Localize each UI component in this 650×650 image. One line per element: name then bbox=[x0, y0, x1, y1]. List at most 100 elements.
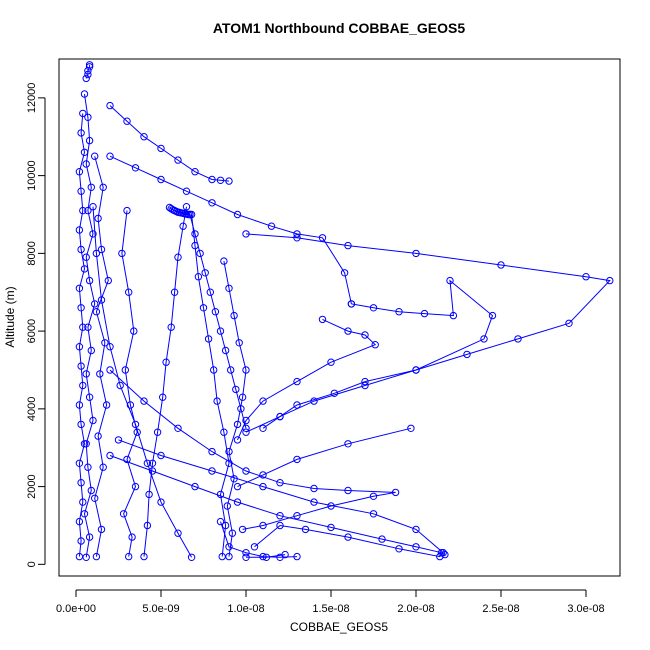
data-point bbox=[75, 343, 84, 351]
data-point bbox=[412, 249, 420, 258]
data-point bbox=[344, 241, 352, 250]
x-tick-label: 2.5e-08 bbox=[482, 603, 519, 615]
data-point bbox=[91, 494, 99, 502]
data-point bbox=[157, 451, 165, 460]
data-point bbox=[77, 129, 85, 137]
series-17 bbox=[114, 436, 447, 561]
data-point bbox=[116, 381, 124, 390]
data-point bbox=[204, 335, 213, 343]
data-point bbox=[114, 436, 123, 444]
data-point bbox=[179, 222, 187, 230]
data-point bbox=[87, 486, 96, 495]
x-tick-label: 1.5e-08 bbox=[312, 603, 349, 615]
data-point bbox=[157, 144, 165, 153]
data-point bbox=[84, 113, 92, 122]
data-point bbox=[225, 447, 233, 456]
data-point bbox=[301, 525, 310, 534]
data-point bbox=[235, 339, 243, 347]
data-point bbox=[194, 273, 203, 281]
data-point bbox=[208, 175, 216, 184]
series-line bbox=[109, 105, 230, 182]
data-point bbox=[182, 203, 191, 211]
data-point bbox=[371, 341, 379, 349]
data-point bbox=[125, 288, 133, 296]
series-line bbox=[109, 155, 352, 305]
chart-title: ATOM1 Northbound COBBAE_GEOS5 bbox=[213, 20, 465, 36]
series-line bbox=[223, 261, 247, 557]
data-point bbox=[412, 543, 420, 551]
data-point bbox=[225, 543, 233, 551]
data-point bbox=[210, 366, 218, 374]
data-point bbox=[82, 160, 90, 168]
data-point bbox=[77, 245, 85, 254]
data-point bbox=[104, 276, 113, 285]
y-axis-label: Altitude (m) bbox=[3, 286, 17, 347]
data-point bbox=[216, 327, 225, 335]
data-point bbox=[259, 552, 267, 561]
data-point bbox=[213, 397, 221, 405]
data-point bbox=[233, 436, 242, 444]
data-point bbox=[99, 463, 107, 471]
data-point bbox=[106, 343, 114, 351]
data-point bbox=[310, 397, 318, 405]
data-point bbox=[293, 377, 301, 386]
data-point bbox=[92, 308, 101, 316]
data-point bbox=[497, 261, 505, 269]
data-point bbox=[80, 90, 89, 98]
series-line bbox=[109, 369, 396, 530]
data-point bbox=[395, 545, 403, 553]
data-point bbox=[446, 276, 454, 285]
data-point bbox=[143, 459, 152, 467]
data-point bbox=[276, 412, 284, 421]
data-point bbox=[233, 210, 242, 219]
data-point bbox=[91, 300, 99, 308]
data-point bbox=[276, 479, 284, 487]
data-point bbox=[126, 401, 135, 409]
series-21 bbox=[233, 424, 415, 491]
data-point bbox=[221, 521, 230, 530]
data-point bbox=[191, 482, 199, 491]
data-point bbox=[84, 463, 92, 471]
data-point bbox=[75, 284, 84, 292]
data-point bbox=[75, 168, 84, 176]
data-point bbox=[221, 346, 230, 355]
data-point bbox=[449, 311, 458, 320]
data-point bbox=[196, 249, 204, 258]
y-tick-label: 8000 bbox=[26, 241, 38, 265]
series-line bbox=[118, 439, 444, 558]
y-tick-label: 6000 bbox=[26, 319, 38, 343]
data-point bbox=[420, 309, 429, 318]
data-point bbox=[208, 447, 216, 456]
data-point bbox=[118, 249, 126, 258]
data-point bbox=[242, 553, 250, 561]
data-point bbox=[361, 331, 369, 339]
data-point bbox=[378, 535, 386, 543]
data-point bbox=[75, 517, 84, 526]
data-point bbox=[85, 63, 94, 71]
data-point bbox=[77, 304, 85, 312]
data-point bbox=[77, 420, 85, 429]
data-point bbox=[75, 401, 84, 409]
data-point bbox=[97, 296, 106, 304]
data-point bbox=[225, 552, 233, 561]
series-8 bbox=[186, 210, 250, 432]
data-point bbox=[199, 304, 208, 312]
data-point bbox=[211, 308, 220, 316]
data-point bbox=[242, 467, 250, 475]
data-point bbox=[327, 523, 335, 532]
data-point bbox=[89, 203, 97, 211]
data-point bbox=[89, 230, 97, 238]
series-15 bbox=[233, 315, 379, 444]
data-point bbox=[514, 335, 522, 343]
series-16 bbox=[106, 366, 400, 534]
data-point bbox=[344, 486, 352, 495]
data-point bbox=[347, 300, 356, 308]
data-point bbox=[91, 152, 99, 160]
data-point bbox=[174, 424, 182, 432]
series-line bbox=[94, 156, 109, 557]
data-point bbox=[75, 459, 84, 467]
data-point bbox=[191, 168, 199, 176]
y-tick-label: 2000 bbox=[26, 474, 38, 498]
data-point bbox=[480, 335, 488, 343]
data-point bbox=[293, 234, 301, 242]
